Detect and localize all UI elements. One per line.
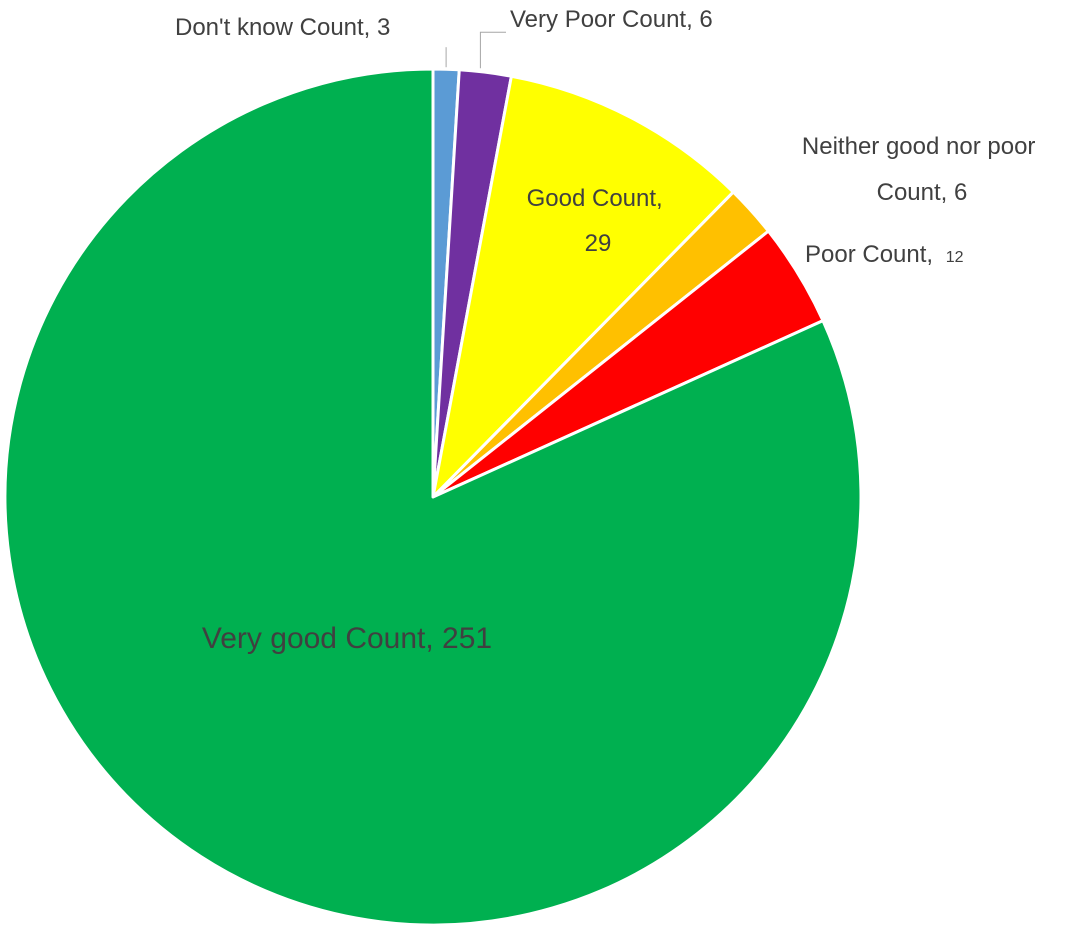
data-label-good: Good Count, 29 — [527, 185, 670, 257]
data-label-good-line-1: Good Count, — [527, 185, 663, 212]
data-label-poor: Poor Count, 12 — [805, 241, 964, 268]
data-label-poor-main: Poor Count, — [805, 241, 933, 268]
data-label-dont-know: Don't know Count, 3 — [175, 14, 390, 41]
data-label-good-line-2: 29 — [585, 230, 612, 257]
data-label-poor-value: 12 — [946, 249, 964, 266]
data-label-neither-good-nor-poor: Neither good nor poor Count, 6 — [802, 133, 1042, 206]
leader-line-very-poor — [479, 31, 506, 69]
data-label-very-poor: Very Poor Count, 6 — [510, 6, 713, 33]
pie-slices — [3, 67, 863, 926]
leader-lines — [445, 31, 506, 69]
pie-slice-very-good — [3, 67, 863, 926]
data-label-very-good: Very good Count, 251 — [202, 622, 492, 655]
data-label-neither-line-2: Count, 6 — [877, 179, 968, 206]
data-label-neither-line-1: Neither good nor poor — [802, 133, 1035, 160]
pie-slice-good — [431, 74, 735, 499]
